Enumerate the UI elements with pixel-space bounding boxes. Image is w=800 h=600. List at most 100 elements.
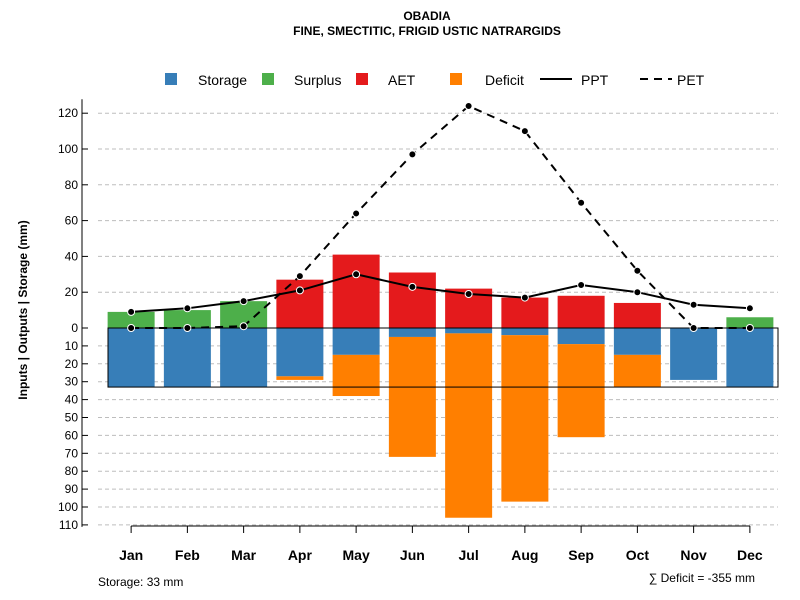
storage-footer: Storage: 33 mm bbox=[98, 575, 183, 589]
deficit-bar bbox=[445, 333, 493, 518]
deficit-bar bbox=[332, 354, 380, 397]
aet-bar bbox=[613, 302, 661, 328]
legend-swatch bbox=[165, 73, 177, 85]
x-tick-label: Apr bbox=[288, 547, 313, 563]
storage-bar bbox=[557, 328, 605, 345]
storage-bar bbox=[613, 328, 661, 355]
pet-point bbox=[464, 102, 473, 111]
legend-swatch bbox=[356, 73, 368, 85]
ppt-point bbox=[577, 281, 586, 290]
y-tick-label: 100 bbox=[58, 142, 78, 156]
x-tick-label: Aug bbox=[511, 547, 538, 563]
ppt-point bbox=[633, 288, 642, 297]
bars bbox=[107, 254, 779, 518]
y-tick-label: 70 bbox=[65, 446, 79, 460]
pet-point bbox=[127, 324, 136, 332]
deficit-footer: ∑ Deficit = -355 mm bbox=[649, 571, 755, 585]
deficit-bar bbox=[388, 336, 436, 457]
y-tick-label: 30 bbox=[65, 375, 79, 389]
ppt-point bbox=[464, 289, 473, 298]
y-axis-label: Inputs | Outputs | Storage (mm) bbox=[16, 220, 30, 399]
y-tick-label: 90 bbox=[65, 482, 79, 496]
y-tick-label: 110 bbox=[59, 518, 78, 532]
y-tick-label: 60 bbox=[65, 428, 79, 442]
legend: Storage Surplus AET Deficit PPT PET bbox=[165, 72, 705, 88]
y-tick-label: 50 bbox=[65, 411, 79, 425]
y-tick-label: 0 bbox=[71, 321, 78, 335]
storage-bar bbox=[276, 328, 324, 377]
ppt-point bbox=[352, 270, 361, 279]
storage-bar bbox=[332, 328, 380, 355]
pet-point bbox=[689, 324, 698, 332]
legend-swatch bbox=[262, 73, 274, 85]
legend-label: Surplus bbox=[294, 72, 341, 88]
y-tick-label: 120 bbox=[58, 106, 78, 120]
legend-label: Deficit bbox=[485, 72, 524, 88]
pet-point bbox=[295, 272, 304, 281]
x-tick-label: Jul bbox=[459, 547, 479, 563]
y-tick-label: 10 bbox=[65, 339, 79, 353]
storage-bar bbox=[163, 328, 211, 388]
ppt-point bbox=[239, 297, 248, 306]
deficit-bar bbox=[501, 335, 549, 502]
aet-bar bbox=[332, 254, 380, 328]
lines bbox=[127, 102, 754, 332]
pet-point bbox=[352, 209, 361, 218]
x-tick-label: Dec bbox=[737, 547, 763, 563]
storage-bar bbox=[220, 328, 268, 388]
storage-bar bbox=[501, 328, 549, 336]
y-tick-label: 40 bbox=[65, 249, 79, 263]
pet-point bbox=[577, 198, 586, 207]
x-tick-label: Oct bbox=[626, 547, 650, 563]
ppt-point bbox=[183, 304, 192, 313]
aet-bar bbox=[388, 272, 436, 328]
storage-bar bbox=[388, 328, 436, 337]
ppt-line bbox=[131, 273, 750, 313]
y-tick-label: 100 bbox=[58, 500, 78, 514]
surplus-bar bbox=[726, 317, 774, 328]
y-tick-label: 20 bbox=[65, 357, 79, 371]
legend-label: PPT bbox=[581, 72, 609, 88]
aet-bar bbox=[501, 297, 549, 328]
pet-point bbox=[239, 322, 248, 331]
ppt-point bbox=[408, 282, 417, 291]
axes: 0 20 40 60 80 100 120 10 20 30 40 50 60 70 80 90 100 110 J… bbox=[58, 99, 763, 563]
pet-point bbox=[408, 150, 417, 159]
y-tick-label: 80 bbox=[65, 464, 79, 478]
x-tick-label: Jun bbox=[400, 547, 425, 563]
x-tick-label: Sep bbox=[568, 547, 594, 563]
gridlines bbox=[98, 112, 778, 526]
x-tick-label: Jan bbox=[119, 547, 143, 563]
y-tick-label: 60 bbox=[65, 214, 79, 228]
pet-point bbox=[633, 266, 642, 275]
pet-point bbox=[520, 127, 529, 136]
chart-title: OBADIA bbox=[403, 9, 451, 23]
y-tick-label: 20 bbox=[65, 285, 79, 299]
storage-capacity-box bbox=[107, 327, 779, 388]
legend-label: AET bbox=[388, 72, 416, 88]
ppt-point bbox=[520, 293, 529, 302]
surplus-bar bbox=[107, 311, 155, 328]
legend-swatch bbox=[450, 73, 462, 85]
deficit-bar bbox=[276, 376, 324, 380]
ppt-point bbox=[745, 304, 754, 313]
surplus-bar bbox=[163, 310, 211, 328]
legend-label: Storage bbox=[198, 72, 247, 88]
storage-bar bbox=[107, 328, 155, 388]
storage-bar bbox=[726, 328, 774, 388]
chart-subtitle: FINE, SMECTITIC, FRIGID USTIC NATRARGIDS bbox=[293, 24, 561, 38]
ppt-point bbox=[689, 300, 698, 309]
deficit-bar bbox=[557, 344, 605, 438]
ppt-point bbox=[295, 286, 304, 295]
pet-point bbox=[183, 324, 192, 332]
storage-bar bbox=[670, 328, 718, 380]
y-tick-label: 40 bbox=[65, 393, 79, 407]
ppt-point bbox=[127, 307, 136, 316]
y-tick-label: 80 bbox=[65, 178, 79, 192]
x-tick-label: Mar bbox=[231, 547, 256, 563]
aet-bar bbox=[557, 295, 605, 328]
x-tick-label: Nov bbox=[680, 547, 707, 563]
x-tick-label: Feb bbox=[175, 547, 200, 563]
pet-point bbox=[745, 324, 754, 332]
